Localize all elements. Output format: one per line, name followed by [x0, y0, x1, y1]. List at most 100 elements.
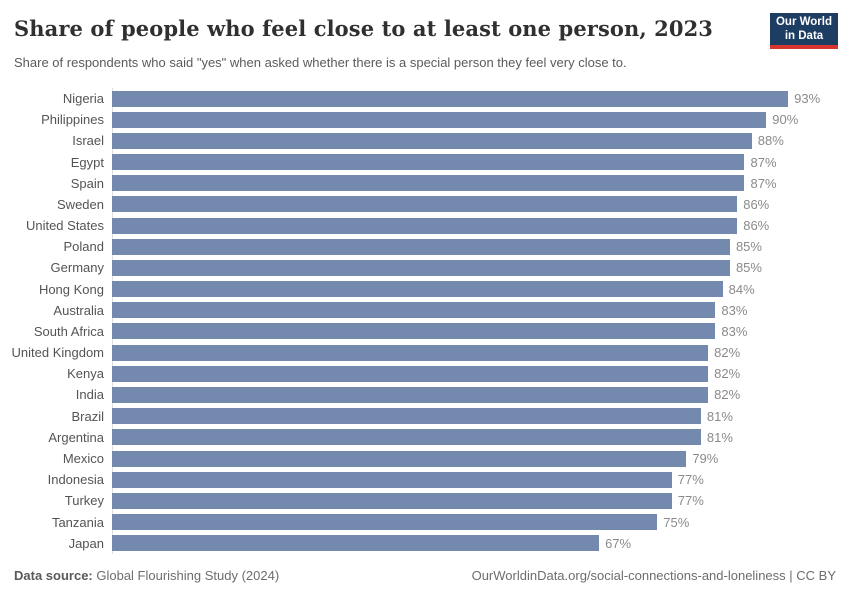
value-label: 82%	[714, 366, 741, 382]
bar[interactable]	[112, 450, 687, 467]
bar[interactable]	[112, 259, 730, 276]
bar[interactable]	[112, 132, 752, 149]
bar[interactable]	[112, 175, 745, 192]
chart-row[interactable]: Germany 85%	[0, 257, 850, 278]
chart-row[interactable]: Tanzania 75%	[0, 511, 850, 532]
value-label: 77%	[677, 472, 704, 488]
country-label: Germany	[50, 260, 104, 276]
bar[interactable]	[112, 386, 709, 403]
bar[interactable]	[112, 323, 716, 340]
bar[interactable]	[112, 281, 723, 298]
plot-area: 79%	[112, 450, 839, 467]
chart-row[interactable]: Philippines 90%	[0, 109, 850, 130]
plot-area: 83%	[112, 323, 839, 340]
bar[interactable]	[112, 217, 738, 234]
bar[interactable]	[112, 408, 701, 425]
y-axis-line	[112, 88, 113, 554]
bar[interactable]	[112, 471, 672, 488]
bar[interactable]	[112, 111, 767, 128]
chart-row[interactable]: Nigeria 93%	[0, 88, 850, 109]
plot-area: 81%	[112, 429, 839, 446]
value-label: 77%	[677, 493, 704, 509]
chart-row[interactable]: United Kingdom 82%	[0, 342, 850, 363]
plot-area: 75%	[112, 514, 839, 531]
value-label: 87%	[750, 154, 777, 170]
chart-row[interactable]: Kenya 82%	[0, 363, 850, 384]
country-label: Spain	[70, 175, 104, 191]
bar[interactable]	[112, 429, 701, 446]
country-label: Sweden	[57, 196, 104, 212]
value-label: 75%	[663, 514, 690, 530]
bar-chart: Nigeria 93% Philippines 90% Israel 88% Egypt 87…	[0, 88, 850, 554]
chart-row[interactable]: Indonesia 77%	[0, 469, 850, 490]
bar[interactable]	[112, 238, 730, 255]
plot-area: 77%	[112, 492, 839, 509]
chart-row[interactable]: Brazil 81%	[0, 406, 850, 427]
owid-logo: Our World in Data	[770, 13, 838, 49]
country-label: Indonesia	[47, 472, 104, 488]
chart-row[interactable]: Mexico 79%	[0, 448, 850, 469]
data-source-label: Data source:	[14, 568, 93, 583]
country-label: Philippines	[41, 112, 104, 128]
country-label: Nigeria	[62, 91, 104, 107]
chart-row[interactable]: Australia 83%	[0, 300, 850, 321]
country-label: Poland	[63, 239, 104, 255]
chart-row[interactable]: Egypt 87%	[0, 152, 850, 173]
bar[interactable]	[112, 302, 716, 319]
chart-row[interactable]: Spain 87%	[0, 173, 850, 194]
plot-area: 86%	[112, 196, 839, 213]
chart-row[interactable]: India 82%	[0, 384, 850, 405]
country-label: India	[75, 387, 104, 403]
plot-area: 90%	[112, 111, 839, 128]
chart-row[interactable]: Israel 88%	[0, 130, 850, 151]
value-label: 90%	[772, 112, 799, 128]
chart-row[interactable]: Hong Kong 84%	[0, 279, 850, 300]
bar[interactable]	[112, 90, 789, 107]
chart-row[interactable]: Japan 67%	[0, 533, 850, 554]
chart-row[interactable]: Sweden 86%	[0, 194, 850, 215]
country-label: Mexico	[62, 451, 104, 466]
value-label: 81%	[706, 429, 733, 445]
country-label: Egypt	[70, 154, 104, 170]
chart-row[interactable]: Argentina 81%	[0, 427, 850, 448]
bar[interactable]	[112, 535, 600, 552]
chart-row[interactable]: Turkey 77%	[0, 490, 850, 511]
plot-area: 88%	[112, 132, 839, 149]
plot-area: 84%	[112, 281, 839, 298]
plot-area: 87%	[112, 154, 839, 171]
bar[interactable]	[112, 196, 738, 213]
value-label: 82%	[714, 387, 741, 403]
data-source: Data source: Global Flourishing Study (2…	[14, 568, 279, 583]
page-title: Share of people who feel close to at lea…	[14, 16, 714, 41]
value-label: 84%	[728, 281, 755, 297]
bar[interactable]	[112, 365, 709, 382]
value-label: 85%	[735, 239, 762, 255]
attribution: OurWorldinData.org/social-connections-an…	[471, 568, 836, 583]
value-label: 86%	[743, 218, 770, 234]
country-label: United States	[25, 218, 104, 234]
chart-row[interactable]: United States 86%	[0, 215, 850, 236]
bar[interactable]	[112, 514, 658, 531]
plot-area: 82%	[112, 344, 839, 361]
country-label: Kenya	[67, 366, 104, 382]
value-label: 93%	[794, 91, 821, 107]
plot-area: 82%	[112, 365, 839, 382]
plot-area: 87%	[112, 175, 839, 192]
bar[interactable]	[112, 344, 709, 361]
chart-row[interactable]: South Africa 83%	[0, 321, 850, 342]
plot-area: 77%	[112, 471, 839, 488]
value-label: 79%	[692, 451, 719, 466]
owid-logo-line1: Our World	[775, 16, 832, 28]
chart-row[interactable]: Poland 85%	[0, 236, 850, 257]
plot-area: 67%	[112, 535, 839, 552]
owid-logo-line2: in Data	[784, 30, 824, 42]
country-label: United Kingdom	[11, 345, 105, 361]
plot-area: 86%	[112, 217, 839, 234]
country-label: Argentina	[48, 429, 104, 445]
bar[interactable]	[112, 154, 745, 171]
value-label: 88%	[757, 133, 784, 149]
value-label: 81%	[706, 408, 733, 424]
bar[interactable]	[112, 492, 672, 509]
value-label: 83%	[721, 302, 748, 318]
